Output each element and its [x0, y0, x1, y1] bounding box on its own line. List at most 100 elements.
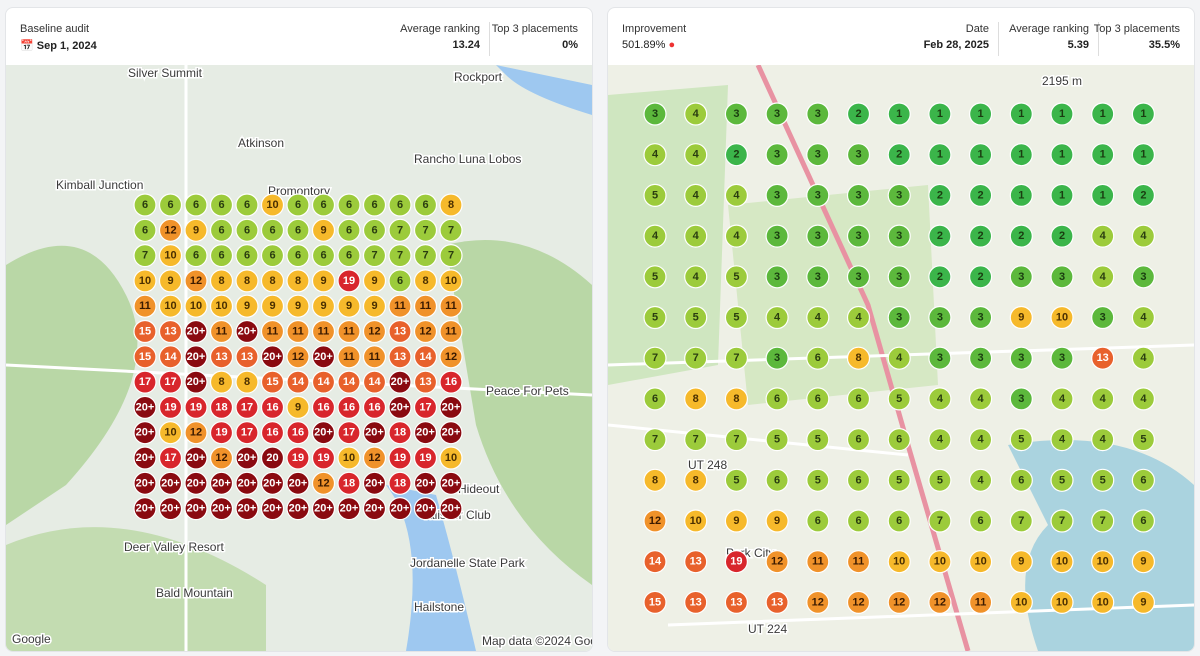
rank-value: 3 — [774, 271, 780, 283]
rank-value: 2 — [978, 230, 984, 242]
rank-pin — [337, 446, 361, 470]
rank-pin — [643, 550, 667, 574]
rank-value: 6 — [295, 224, 301, 236]
rank-pin — [133, 395, 157, 419]
rank-value: 9 — [269, 300, 275, 312]
rank-value: 20+ — [391, 376, 410, 388]
rank-value: 10 — [1015, 596, 1027, 608]
rank-value: 19 — [730, 556, 742, 568]
rank-pin — [887, 143, 911, 167]
rank-value: 6 — [142, 199, 148, 211]
rank-value: 11 — [139, 300, 151, 312]
rank-pin — [184, 218, 208, 242]
rank-value: 6 — [815, 352, 821, 364]
rank-value: 4 — [733, 230, 740, 242]
rank-pin — [1009, 590, 1033, 615]
rank-pin — [311, 370, 336, 394]
rank-value: 11 — [812, 556, 824, 568]
rank-pin — [158, 446, 183, 470]
rank-pin — [928, 590, 952, 615]
rank-value: 20+ — [391, 503, 410, 515]
rank-value: 6 — [422, 199, 428, 211]
rank-pin — [684, 509, 708, 533]
rank-pin — [235, 193, 259, 217]
rank-value: 6 — [244, 250, 250, 262]
rank-pin — [887, 183, 911, 207]
rank-value: 19 — [394, 452, 406, 464]
rank-pin — [1050, 265, 1074, 289]
rank-value: 8 — [733, 393, 739, 405]
rank-pin — [362, 370, 387, 394]
rank-pin — [337, 421, 361, 445]
rank-pin — [1091, 224, 1115, 248]
rank-pin — [1009, 305, 1033, 330]
rank-value: 8 — [652, 474, 658, 486]
rank-pin — [413, 370, 438, 394]
rank-pin — [413, 294, 438, 318]
rank-value: 13 — [690, 556, 702, 568]
rank-pin — [684, 590, 708, 615]
rank-pin — [1131, 305, 1156, 330]
rank-value: 12 — [771, 556, 783, 568]
rank-pin — [1091, 509, 1115, 533]
rank-value: 7 — [397, 250, 403, 262]
rank-pin — [388, 269, 412, 293]
rank-pin — [133, 218, 157, 242]
rank-value: 17 — [343, 427, 355, 439]
rank-pin — [235, 395, 259, 419]
rank-value: 6 — [652, 393, 658, 405]
rank-pin — [158, 345, 183, 369]
rank-pin — [362, 497, 387, 521]
rank-value: 10 — [139, 275, 151, 287]
rank-pin — [1131, 387, 1156, 411]
rank-value: 11 — [853, 556, 865, 568]
rank-pin — [1009, 265, 1033, 289]
rank-value: 3 — [815, 108, 821, 120]
rank-value: 13 — [419, 376, 431, 388]
rank-pin — [439, 269, 463, 293]
rank-pin — [184, 421, 208, 445]
rank-pin — [413, 497, 438, 521]
rank-pin — [286, 395, 310, 419]
rank-pin — [969, 305, 993, 330]
rank-value: 3 — [774, 352, 780, 364]
rank-value: 8 — [295, 275, 301, 287]
rank-pin — [184, 294, 208, 318]
rank-value: 6 — [346, 199, 352, 211]
label: Improvement — [622, 23, 687, 35]
rank-pin — [260, 218, 285, 242]
rank-value: 5 — [896, 393, 902, 405]
rank-value: 20+ — [136, 503, 155, 515]
rank-value: 20+ — [263, 351, 282, 363]
rank-value: 4 — [733, 189, 740, 201]
rank-pin — [887, 590, 911, 615]
rank-pin — [1131, 265, 1156, 289]
rank-pin — [1009, 224, 1033, 248]
rank-pin — [684, 305, 708, 330]
rank-value: 2 — [896, 149, 902, 161]
rank-value: 15 — [649, 596, 661, 608]
rank-pin — [286, 345, 310, 369]
rank-pin — [413, 395, 438, 419]
rank-value: 7 — [371, 250, 377, 262]
rank-value: 10 — [690, 515, 702, 527]
rank-value: 3 — [774, 189, 780, 201]
rank-pin — [388, 370, 412, 394]
rank-value: 19 — [164, 401, 176, 413]
rank-value: 20+ — [187, 477, 206, 489]
rank-value: 3 — [774, 230, 780, 242]
rank-value: 13 — [771, 596, 783, 608]
rank-pin — [969, 102, 993, 126]
rank-value: 11 — [343, 351, 355, 363]
rank-value: 4 — [1100, 434, 1107, 446]
rank-value: 13 — [690, 596, 702, 608]
rank-pin — [133, 319, 157, 344]
rank-pin — [311, 421, 336, 445]
rank-value: 20+ — [314, 503, 333, 515]
rank-pin — [388, 244, 412, 268]
rank-pin — [928, 550, 952, 574]
rank-value: 4 — [1059, 434, 1066, 446]
rank-value: 4 — [937, 434, 944, 446]
rank-value: 5 — [774, 434, 780, 446]
rank-pin — [337, 193, 361, 217]
